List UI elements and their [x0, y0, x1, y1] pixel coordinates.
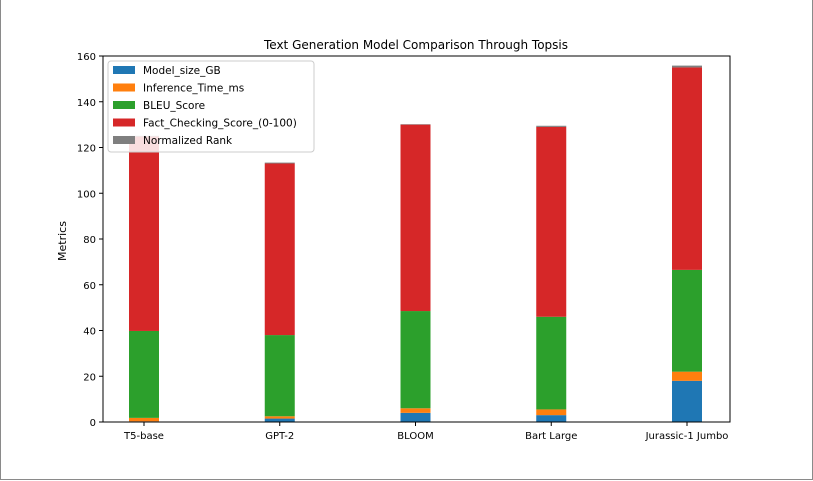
- x-tick-label: Jurassic-1 Jumbo: [645, 431, 729, 442]
- bar-segment-gpt-2-4: [264, 162, 295, 164]
- y-tick-label: 20: [83, 372, 96, 383]
- legend-swatch: [113, 101, 135, 109]
- ticks-layer: 0 20 40 60 80 100 120 140 160 T5-base GPT-2 BLOOM Ba…: [77, 52, 729, 442]
- y-tick-label: 60: [83, 281, 96, 292]
- y-tick-label: 140: [77, 98, 96, 109]
- bar-segment-gpt-2-1: [264, 416, 295, 419]
- legend-swatch: [113, 66, 135, 74]
- x-tick-label: T5-base: [123, 431, 164, 442]
- legend-swatch: [113, 118, 135, 127]
- bars-layer: [129, 65, 702, 422]
- bar-segment-bart-large-4: [536, 125, 567, 127]
- x-tick-label: BLOOM: [397, 431, 433, 442]
- bar-segment-bloom-1: [400, 408, 431, 413]
- bar-segment-t5-base-3: [129, 136, 159, 331]
- bar-segment-gpt-2-0: [264, 418, 295, 422]
- bar-segment-t5-base-1: [129, 417, 159, 422]
- legend-label: Normalized Rank: [143, 135, 233, 147]
- y-tick-label: 160: [77, 52, 96, 63]
- bar-segment-bart-large-3: [536, 126, 567, 317]
- bar-segment-bart-large-0: [536, 415, 567, 422]
- y-tick-label: 40: [83, 327, 96, 338]
- bar-segment-bart-large-2: [536, 316, 567, 410]
- y-tick-label: 80: [83, 235, 96, 246]
- bar-segment-bloom-0: [400, 412, 431, 422]
- y-tick-label: 100: [77, 189, 96, 200]
- legend-label: Inference_Time_ms: [143, 83, 244, 95]
- legend-label: BLEU_Score: [143, 100, 205, 112]
- bar-segment-gpt-2-3: [264, 163, 295, 336]
- bar-segment-jurassic-1-jumbo-1: [672, 371, 702, 381]
- bar-segment-t5-base-2: [129, 330, 159, 418]
- bar-segment-bart-large-1: [536, 409, 567, 416]
- plot-area-frame: [102, 55, 731, 423]
- y-tick-label: 0: [90, 418, 96, 429]
- x-tick-label: Bart Large: [525, 431, 577, 442]
- bar-segment-gpt-2-2: [264, 335, 295, 417]
- y-axis-label: Metrics: [56, 221, 69, 261]
- legend-swatch: [113, 136, 135, 144]
- legend-swatch: [113, 83, 135, 92]
- bar-segment-jurassic-1-jumbo-2: [672, 269, 702, 372]
- legend-label: Fact_Checking_Score_(0-100): [143, 118, 297, 130]
- y-tick-label: 120: [77, 144, 96, 155]
- bar-segment-jurassic-1-jumbo-3: [672, 67, 702, 270]
- x-tick-label: GPT-2: [265, 431, 294, 442]
- bar-segment-bloom-2: [400, 311, 431, 409]
- bar-segment-jurassic-1-jumbo-0: [672, 380, 702, 422]
- legend: Model_size_GB Inference_Time_ms BLEU_Score…: [107, 60, 315, 153]
- bar-segment-bloom-3: [400, 124, 431, 312]
- legend-label: Model_size_GB: [143, 65, 221, 77]
- chart-title: Text Generation Model Comparison Through…: [263, 38, 568, 52]
- legend-box: [107, 60, 315, 153]
- bar-segment-jurassic-1-jumbo-4: [672, 65, 702, 68]
